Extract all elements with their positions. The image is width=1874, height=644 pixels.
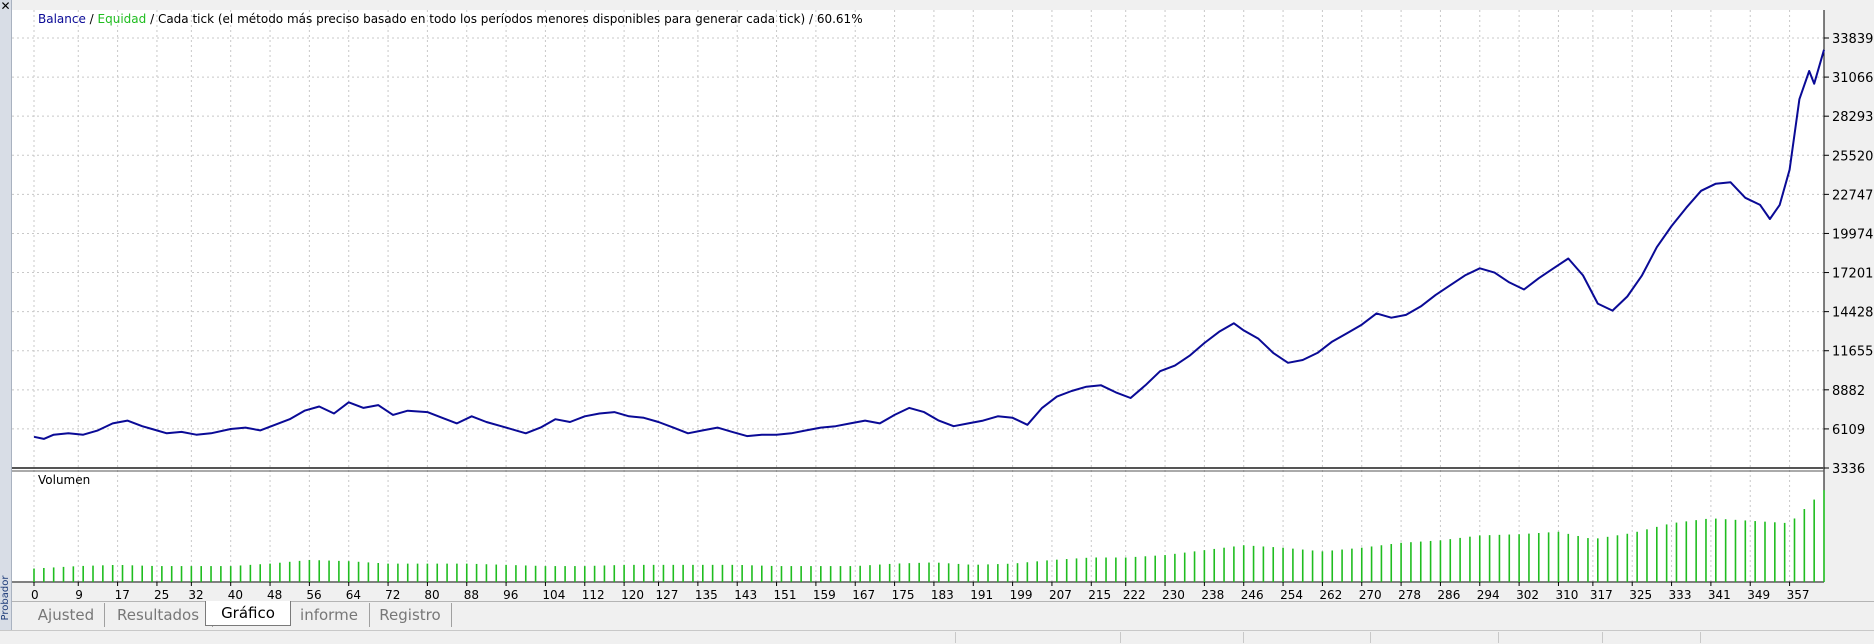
- x-tick-label: 175: [892, 588, 915, 600]
- status-bar: [0, 630, 1874, 644]
- x-tick-label: 199: [1010, 588, 1033, 600]
- x-tick-label: 135: [695, 588, 718, 600]
- y-tick-label: 17201: [1832, 267, 1873, 282]
- x-tick-label: 207: [1049, 588, 1072, 600]
- x-tick-label: 270: [1359, 588, 1382, 600]
- balance-line: [33, 49, 1825, 440]
- close-icon[interactable]: ✕: [0, 0, 11, 13]
- x-tick-label: 64: [346, 588, 361, 600]
- x-tick-label: 25: [154, 588, 169, 600]
- chart-legend: Balance / Equidad / Cada tick (el método…: [38, 12, 863, 26]
- x-tick-label: 262: [1319, 588, 1342, 600]
- x-tick-label: 127: [656, 588, 679, 600]
- x-tick-label: 143: [734, 588, 757, 600]
- x-tick-label: 349: [1747, 588, 1770, 600]
- x-tick-label: 286: [1437, 588, 1460, 600]
- x-tick-label: 333: [1669, 588, 1692, 600]
- tab-resultados[interactable]: Resultados: [104, 603, 213, 627]
- y-tick-label: 3336: [1832, 462, 1865, 477]
- x-tick-label: 230: [1162, 588, 1185, 600]
- chart-canvas: 33839 31066 28293 25520 22747 19974 17201 14428…: [12, 10, 1873, 600]
- x-tick-label: 246: [1241, 588, 1264, 600]
- tab-ajustes[interactable]: Ajusted: [28, 603, 105, 627]
- x-tick-label: 341: [1708, 588, 1731, 600]
- x-tick-label: 222: [1123, 588, 1146, 600]
- y-tick-label: 22747: [1832, 188, 1873, 203]
- y-tick-label: 31066: [1832, 71, 1873, 86]
- y-tick-label: 19974: [1832, 227, 1873, 242]
- x-tick-label: 72: [385, 588, 400, 600]
- tester-tab-bar: Ajusted Resultados Gráfico informe Regis…: [12, 601, 1874, 630]
- y-tick-label: 33839: [1832, 32, 1873, 47]
- x-tick-label: 310: [1555, 588, 1578, 600]
- x-tick-label: 56: [306, 588, 321, 600]
- x-tick-label: 254: [1280, 588, 1303, 600]
- x-tick-label: 112: [582, 588, 605, 600]
- x-tick-label: 238: [1201, 588, 1224, 600]
- x-tick-label: 32: [188, 588, 203, 600]
- x-tick-label: 17: [115, 588, 130, 600]
- x-tick-label: 40: [228, 588, 243, 600]
- tester-side-strip: ✕ Probador: [0, 0, 12, 643]
- x-tick-label: 167: [852, 588, 875, 600]
- x-tick-label: 278: [1398, 588, 1421, 600]
- x-tick-label: 215: [1088, 588, 1111, 600]
- x-tick-label: 120: [621, 588, 644, 600]
- x-tick-label: 96: [503, 588, 518, 600]
- x-tick-label: 48: [267, 588, 282, 600]
- tab-informe[interactable]: informe: [289, 603, 370, 627]
- y-tick-label: 25520: [1832, 149, 1873, 164]
- volume-title: Volumen: [38, 473, 90, 487]
- x-tick-label: 159: [813, 588, 836, 600]
- x-tick-label: 151: [774, 588, 797, 600]
- tab-registro[interactable]: Registro: [369, 603, 452, 627]
- x-tick-label: 9: [75, 588, 83, 600]
- y-tick-label: 28293: [1832, 110, 1873, 125]
- x-tick-label: 80: [424, 588, 439, 600]
- y-tick-label: 6109: [1832, 423, 1865, 438]
- x-tick-label: 0: [31, 588, 39, 600]
- x-tick-label: 191: [970, 588, 993, 600]
- y-tick-label: 14428: [1832, 306, 1873, 321]
- tab-grafico[interactable]: Gráfico: [205, 601, 291, 626]
- x-tick-label: 88: [464, 588, 479, 600]
- plot-background: [12, 10, 1824, 583]
- x-tick-label: 302: [1516, 588, 1539, 600]
- x-tick-label: 325: [1629, 588, 1652, 600]
- x-tick-label: 294: [1477, 588, 1500, 600]
- x-tick-label: 317: [1590, 588, 1613, 600]
- y-tick-label: 8882: [1832, 384, 1865, 399]
- y-tick-label: 11655: [1832, 345, 1873, 360]
- x-tick-label: 357: [1787, 588, 1810, 600]
- x-tick-label: 104: [542, 588, 565, 600]
- x-tick-label: 183: [931, 588, 954, 600]
